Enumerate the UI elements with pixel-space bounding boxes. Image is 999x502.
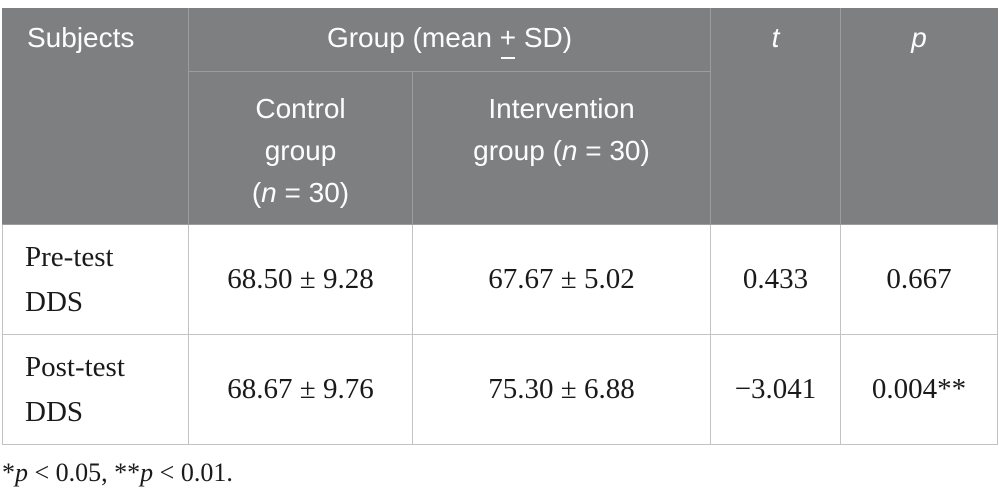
pretest-control-value: 68.50 ± 9.28	[188, 224, 413, 335]
text-segment: +	[499, 22, 517, 53]
text-segment: group	[264, 135, 337, 166]
text-segment: *	[2, 458, 15, 487]
text-segment: DDS	[25, 285, 84, 318]
table-row-posttest: Post-test DDS 68.67 ± 9.76 75.30 ± 6.88 −…	[2, 334, 999, 445]
header-t-statistic: t	[710, 8, 842, 225]
text-segment: (	[251, 177, 262, 208]
pretest-intervention-value: 67.67 ± 5.02	[411, 224, 712, 335]
pretest-t-value: 0.433	[710, 224, 842, 335]
pretest-p-value: 0.667	[840, 224, 999, 335]
header-p-value: p	[840, 8, 999, 225]
text-segment: p	[15, 458, 28, 487]
posttest-t-value: −3.041	[710, 334, 842, 445]
text-segment: Post-test	[25, 350, 125, 383]
header-control-group: Control group (n = 30)	[188, 71, 413, 225]
row-label-posttest-dds: Post-test DDS	[2, 334, 189, 445]
table-figure: Subjects Group (mean + SD) t p Control gr…	[0, 0, 999, 489]
table-body: Pre-test DDS 68.50 ± 9.28 67.67 ± 5.02 0.…	[2, 224, 999, 445]
text-segment: Intervention	[488, 93, 635, 124]
text-segment: p	[140, 458, 154, 487]
table-row-pretest: Pre-test DDS 68.50 ± 9.28 67.67 ± 5.02 0.…	[2, 224, 999, 335]
row-label-pretest-dds: Pre-test DDS	[2, 224, 189, 335]
text-segment: Pre-test	[25, 240, 114, 273]
text-segment: Control	[255, 93, 346, 124]
posttest-p-value: 0.004**	[840, 334, 999, 445]
text-segment: group (	[473, 135, 562, 166]
text-segment: n	[561, 135, 578, 166]
text-segment: SD)	[516, 22, 573, 53]
text-segment: n	[261, 177, 277, 208]
significance-footnote: *p < 0.05, **p < 0.01.	[2, 457, 997, 489]
stats-table: Subjects Group (mean + SD) t p Control gr…	[2, 8, 999, 445]
text-segment: DDS	[25, 395, 84, 428]
text-segment: < 0.01.	[153, 458, 233, 487]
text-segment: < 0.05, **	[28, 458, 141, 487]
posttest-control-value: 68.67 ± 9.76	[188, 334, 413, 445]
header-intervention-group: Intervention group (n = 30)	[411, 71, 712, 225]
header-subjects: Subjects	[2, 8, 189, 225]
text-segment: = 30)	[276, 177, 350, 208]
table-header: Subjects Group (mean + SD) t p Control gr…	[2, 8, 999, 225]
text-segment: = 30)	[577, 135, 650, 166]
text-segment: Group (mean	[326, 22, 500, 53]
posttest-intervention-value: 75.30 ± 6.88	[411, 334, 712, 445]
header-group-mean-sd: Group (mean + SD)	[187, 8, 712, 72]
